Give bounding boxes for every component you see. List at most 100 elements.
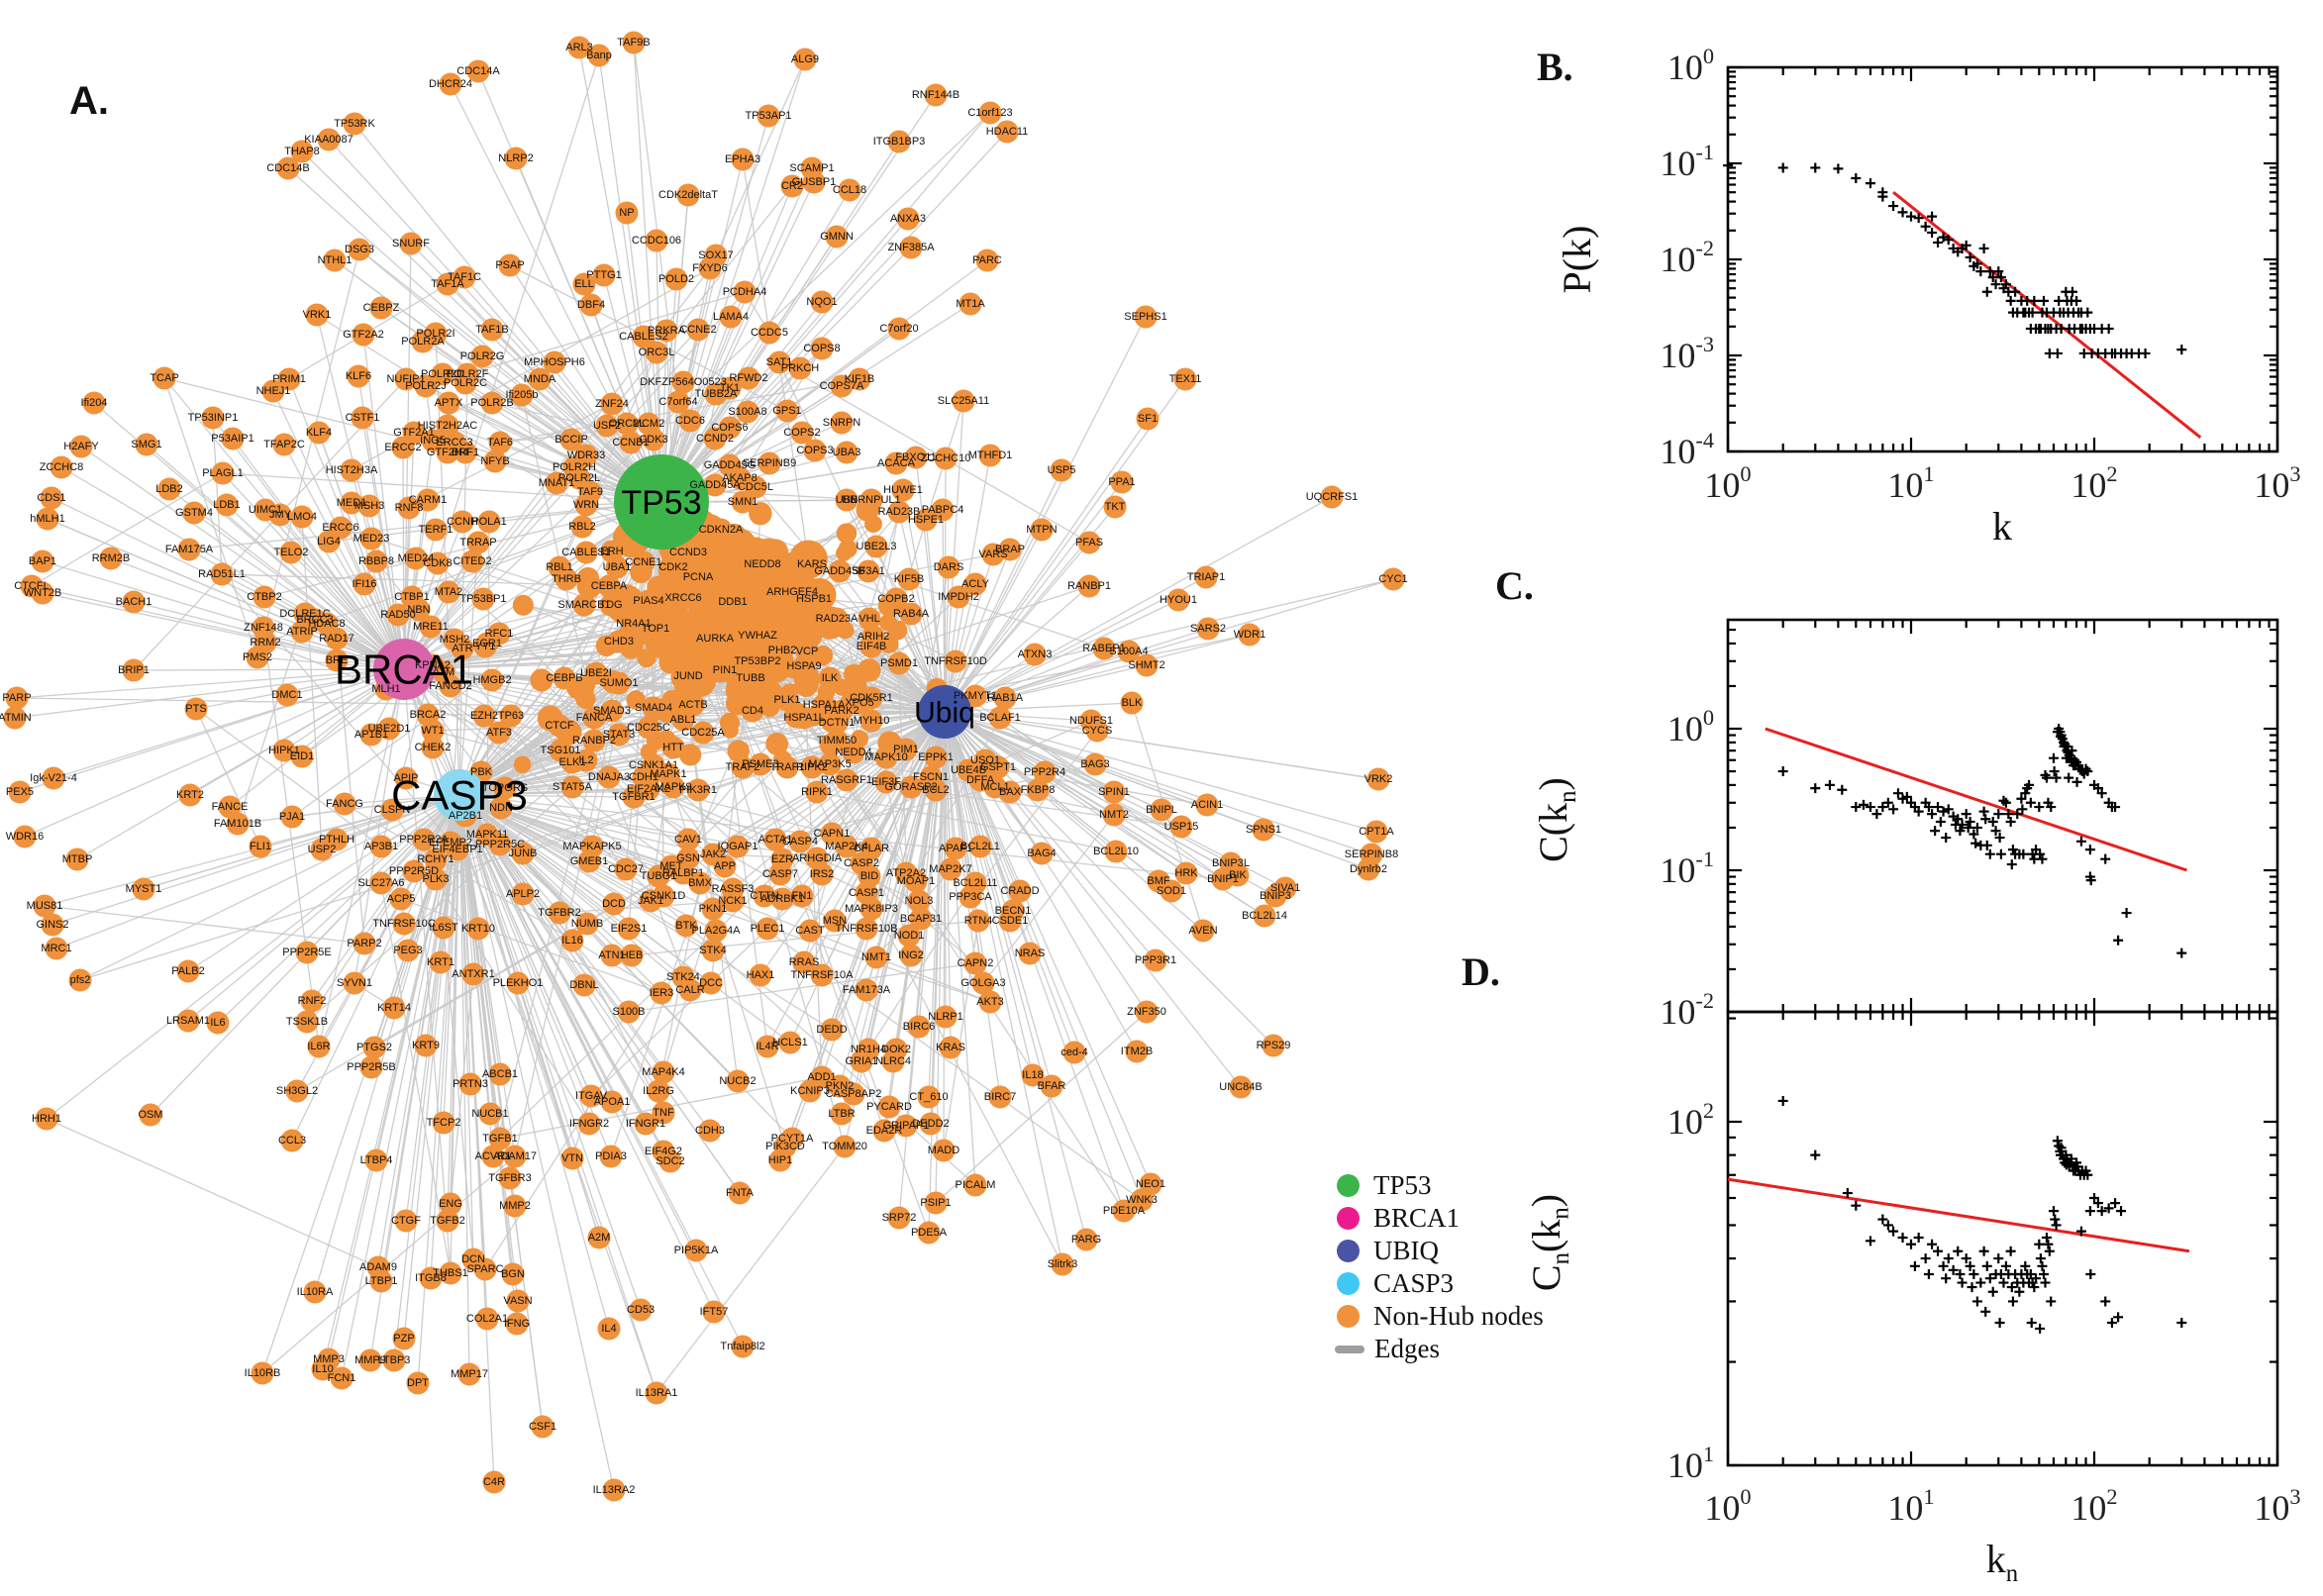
network-node bbox=[426, 551, 450, 575]
network-node bbox=[584, 661, 608, 685]
ubiq-dot-icon bbox=[1337, 1240, 1360, 1262]
network-node bbox=[369, 871, 393, 895]
fit-line bbox=[1765, 727, 2187, 872]
network-node bbox=[835, 488, 858, 512]
network-node bbox=[894, 738, 918, 761]
network-node bbox=[914, 508, 938, 532]
network-node bbox=[548, 901, 571, 925]
network-filler-node bbox=[658, 650, 682, 674]
network-node bbox=[470, 345, 494, 368]
network-node bbox=[1134, 305, 1158, 329]
network-filler-node bbox=[848, 676, 867, 696]
network-node bbox=[698, 256, 722, 280]
network-node bbox=[966, 909, 990, 933]
network-node bbox=[69, 435, 93, 458]
network-node bbox=[907, 1015, 931, 1039]
legend-label: UBIQ bbox=[1373, 1236, 1439, 1265]
network-node bbox=[272, 433, 296, 456]
network-node bbox=[572, 973, 596, 997]
network-node bbox=[1166, 588, 1190, 612]
network-node bbox=[1026, 778, 1050, 802]
network-node bbox=[859, 635, 883, 658]
panel-label-c: C. bbox=[1495, 563, 1534, 608]
network-node bbox=[637, 589, 660, 613]
network-node bbox=[31, 549, 54, 573]
network-node bbox=[567, 36, 591, 59]
network-node bbox=[35, 1107, 58, 1131]
network-node bbox=[488, 833, 512, 856]
network-node bbox=[45, 937, 68, 960]
network-node bbox=[333, 792, 356, 816]
network-node bbox=[676, 541, 700, 564]
network-node bbox=[587, 44, 611, 67]
network-node bbox=[377, 717, 401, 741]
network-node bbox=[963, 1173, 987, 1197]
network-node bbox=[978, 101, 1002, 125]
network-node bbox=[343, 971, 366, 995]
network-filler-node bbox=[530, 668, 554, 692]
network-node bbox=[407, 598, 431, 622]
network-node bbox=[82, 391, 106, 415]
network-node bbox=[572, 272, 596, 296]
network-node bbox=[122, 658, 146, 682]
network-node bbox=[419, 615, 443, 639]
network-node bbox=[887, 317, 911, 341]
network-node bbox=[884, 587, 908, 611]
network-filler-node bbox=[679, 744, 702, 766]
network-node bbox=[790, 421, 814, 445]
network-node bbox=[704, 382, 728, 406]
network-node bbox=[805, 780, 829, 804]
network-node bbox=[978, 990, 1002, 1014]
network-node bbox=[802, 587, 826, 611]
network-node bbox=[899, 602, 923, 626]
network-node bbox=[858, 607, 881, 631]
network-node bbox=[698, 1119, 722, 1143]
axis-tick-label: 103 bbox=[2254, 1484, 2300, 1528]
network-node bbox=[788, 356, 812, 380]
axis-tick-label: 100 bbox=[1667, 44, 1714, 87]
network-node bbox=[279, 541, 303, 564]
network-node bbox=[280, 1129, 304, 1152]
legend-item-nonhub: Non-Hub nodes bbox=[1337, 1300, 1544, 1333]
network-node bbox=[211, 461, 235, 485]
chart-D-points bbox=[1777, 1095, 2187, 1334]
network-node bbox=[272, 739, 296, 762]
network-node bbox=[399, 232, 423, 255]
network-nodes bbox=[3, 31, 1405, 1502]
network-node bbox=[644, 617, 667, 641]
network-node bbox=[317, 128, 341, 151]
axis-tick-label: 102 bbox=[1667, 1098, 1714, 1142]
network-node bbox=[737, 366, 760, 390]
network-node bbox=[652, 1101, 675, 1125]
network-node bbox=[963, 684, 987, 708]
network-node bbox=[599, 593, 623, 617]
network-node bbox=[671, 370, 695, 394]
network-node bbox=[391, 436, 415, 459]
network-node bbox=[290, 505, 314, 529]
network-node bbox=[178, 783, 202, 807]
network-node bbox=[897, 924, 921, 948]
legend-label: TP53 bbox=[1373, 1170, 1432, 1200]
network-node bbox=[887, 500, 911, 524]
network-node bbox=[830, 1102, 854, 1126]
network-node bbox=[503, 1194, 527, 1218]
network-filler-node bbox=[836, 523, 858, 544]
network-node bbox=[436, 272, 459, 296]
network-node bbox=[944, 649, 967, 673]
legend-item-brca1: BRCA1 bbox=[1337, 1202, 1544, 1235]
network-node bbox=[658, 1149, 682, 1173]
network-node bbox=[392, 912, 416, 936]
network-node bbox=[798, 919, 822, 943]
network-node bbox=[744, 475, 767, 499]
network-node bbox=[756, 917, 779, 941]
network-node bbox=[763, 828, 787, 851]
network-node bbox=[1040, 1074, 1063, 1098]
network-node bbox=[157, 477, 181, 501]
network-node bbox=[555, 567, 578, 591]
network-node bbox=[803, 439, 827, 462]
network-node bbox=[595, 414, 619, 438]
network-node bbox=[50, 455, 73, 479]
network-filler-node bbox=[787, 620, 806, 638]
network-node bbox=[1008, 879, 1032, 903]
